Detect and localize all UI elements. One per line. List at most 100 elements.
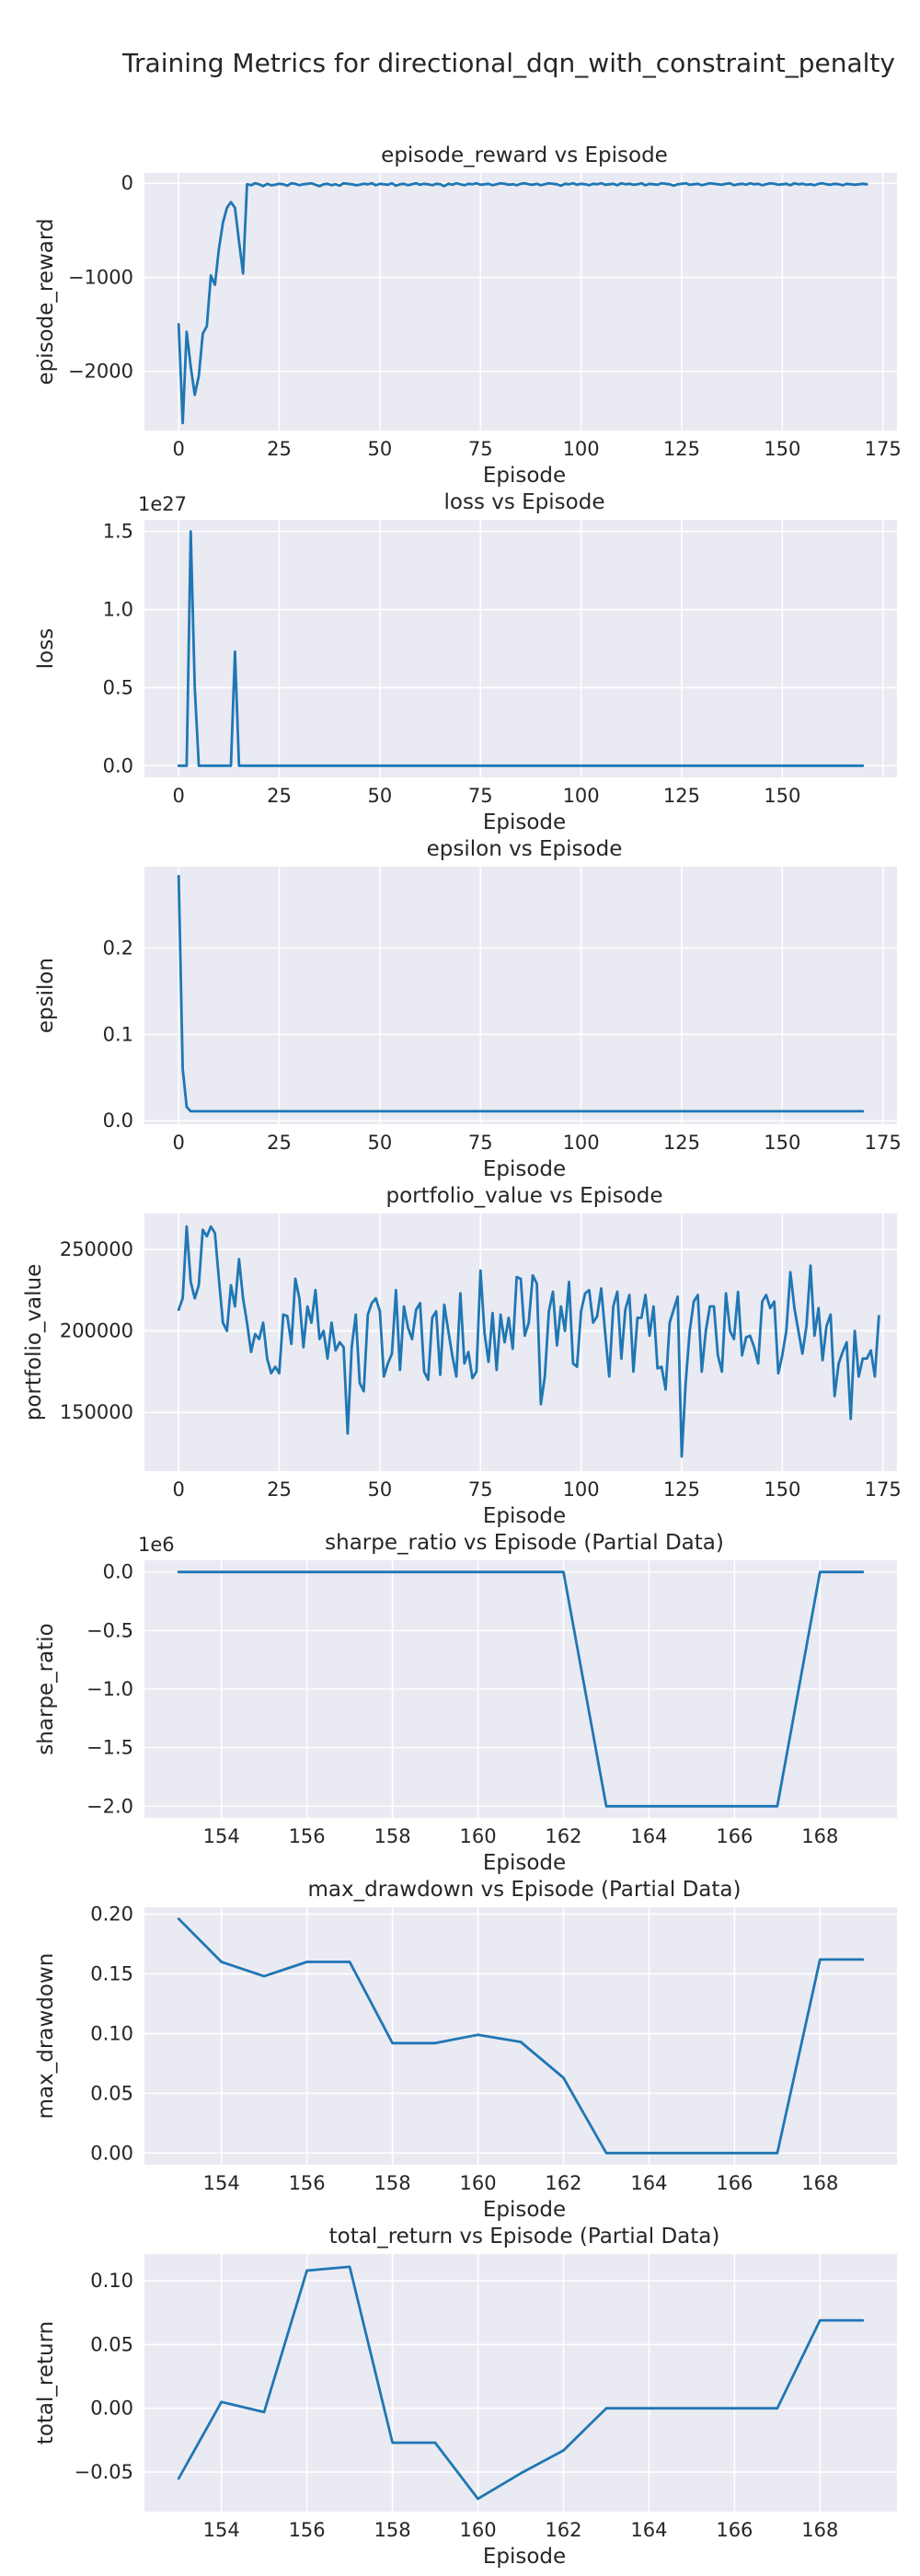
x-axis-label: Episode (483, 464, 566, 488)
x-tick-label-75: 75 (468, 1132, 493, 1154)
y-axis-label: loss (34, 628, 58, 669)
y-tick-label-0-0: 0.0 (103, 1110, 133, 1132)
x-tick-label-0: 0 (172, 1132, 184, 1154)
x-tick-label-125: 125 (663, 1132, 700, 1154)
plot-area (144, 1213, 897, 1471)
x-tick-label-164: 164 (630, 2519, 667, 2541)
plot-area (144, 520, 897, 777)
y-tick-label-200000: 200000 (60, 1320, 133, 1342)
x-tick-label-154: 154 (203, 2172, 240, 2194)
y-tick-label-2000: −2000 (68, 361, 133, 383)
x-tick-label-50: 50 (368, 438, 393, 460)
chart-title: sharpe_ratio vs Episode (Partial Data) (325, 1531, 724, 1555)
y-tick-label-1000: −1000 (68, 266, 133, 288)
x-tick-label-175: 175 (865, 1478, 902, 1501)
chart-panel-2: 0 25 50 75 100 125 150 0.0 0.5 1.0 1.5 loss vs Epis… (34, 490, 897, 834)
x-tick-label-150: 150 (764, 1478, 800, 1501)
chart-title: portfolio_value vs Episode (385, 1184, 662, 1208)
series-line (177, 181, 868, 425)
x-tick-label-100: 100 (563, 785, 600, 807)
x-tick-label-166: 166 (716, 2519, 753, 2541)
y-axis-offset-label: 1e6 (138, 1534, 175, 1556)
x-tick-label-158: 158 (374, 2519, 411, 2541)
series-line (177, 1570, 865, 1808)
x-tick-label-164: 164 (630, 2172, 667, 2194)
x-tick-label-156: 156 (289, 2519, 326, 2541)
y-tick-label-0-10: 0.10 (90, 2022, 133, 2044)
y-tick-label-0-20: 0.20 (90, 1903, 133, 1926)
x-tick-label-166: 166 (716, 1825, 753, 1847)
x-axis-label: Episode (483, 811, 566, 834)
x-tick-label-156: 156 (289, 1825, 326, 1847)
series-line (177, 2265, 865, 2501)
y-axis-label: sharpe_ratio (34, 1623, 58, 1754)
y-axis-label: episode_reward (34, 218, 58, 385)
series-line (177, 1917, 865, 2155)
x-tick-label-154: 154 (203, 1825, 240, 1847)
y-tick-label-0-00: 0.00 (90, 2398, 133, 2420)
x-tick-label-75: 75 (468, 1478, 493, 1501)
x-tick-label-175: 175 (865, 1132, 902, 1154)
chart-title: total_return vs Episode (Partial Data) (329, 2225, 720, 2248)
chart-panel-7: 154 156 158 160 162 164 166 168 −0.05 0.00 0.05 0.1… (34, 2225, 897, 2569)
chart-panel-5: 154 156 158 160 162 164 166 168 0.0 −0.5 −1.0 −1.5 −… (34, 1531, 897, 1875)
x-tick-label-100: 100 (563, 1478, 600, 1501)
y-tick-label-0-5: 0.5 (103, 676, 133, 698)
x-tick-label-100: 100 (563, 1132, 600, 1154)
x-tick-label-168: 168 (801, 2519, 838, 2541)
y-tick-label-0-15: 0.15 (90, 1962, 133, 1984)
x-axis-label: Episode (483, 1851, 566, 1875)
y-tick-label-0-10: 0.10 (90, 2270, 133, 2292)
chart-title: episode_reward vs Episode (381, 144, 668, 167)
y-tick-label-150000: 150000 (60, 1401, 133, 1423)
x-tick-label-162: 162 (545, 2172, 581, 2194)
x-tick-label-164: 164 (630, 1825, 667, 1847)
x-tick-label-50: 50 (368, 1132, 393, 1154)
x-tick-label-162: 162 (545, 1825, 581, 1847)
x-tick-label-158: 158 (374, 2172, 411, 2194)
y-tick-label-0-05: 0.05 (90, 2082, 133, 2104)
x-tick-label-160: 160 (459, 2172, 496, 2194)
y-tick-label-1-5: 1.5 (103, 521, 133, 543)
y-tick-label-0-05: −0.05 (75, 2461, 133, 2483)
chart-title: epsilon vs Episode (427, 837, 623, 861)
x-tick-label-0: 0 (172, 1478, 184, 1501)
x-tick-label-125: 125 (663, 785, 700, 807)
series-line (177, 1225, 880, 1458)
x-tick-label-168: 168 (801, 1825, 838, 1847)
x-tick-label-25: 25 (267, 438, 292, 460)
y-axis-label: total_return (34, 2321, 58, 2444)
x-tick-label-100: 100 (563, 438, 600, 460)
x-tick-label-125: 125 (663, 438, 700, 460)
y-tick-label-2-0: −2.0 (86, 1795, 133, 1817)
y-tick-label-0-05: 0.05 (90, 2333, 133, 2355)
chart-title: loss vs Episode (444, 490, 605, 514)
x-tick-label-150: 150 (764, 785, 800, 807)
chart-panel-1: 0 25 50 75 100 125 150 175 0 −1000 −2000 episode_re… (34, 144, 902, 488)
x-tick-label-0: 0 (172, 438, 184, 460)
x-tick-label-166: 166 (716, 2172, 753, 2194)
x-tick-label-160: 160 (459, 1825, 496, 1847)
x-axis-label: Episode (483, 2545, 566, 2569)
y-tick-label-0-5: −0.5 (86, 1619, 133, 1641)
x-tick-label-75: 75 (468, 438, 493, 460)
x-tick-label-158: 158 (374, 1825, 411, 1847)
x-tick-label-25: 25 (267, 1478, 292, 1501)
y-axis-label: max_drawdown (34, 1953, 58, 2120)
x-axis-label: Episode (483, 1157, 566, 1181)
plot-area (144, 1907, 897, 2165)
y-tick-label-250000: 250000 (60, 1238, 133, 1260)
plot-area (144, 2254, 897, 2512)
x-tick-label-156: 156 (289, 2172, 326, 2194)
chart-panel-6: 154 156 158 160 162 164 166 168 0.00 0.05 0.10 0.15… (34, 1878, 897, 2222)
figure-title: Training Metrics for directional_dqn_wit… (121, 48, 895, 78)
x-axis-label: Episode (483, 1504, 566, 1528)
y-tick-label-1-0: −1.0 (86, 1678, 133, 1700)
x-axis-label: Episode (483, 2198, 566, 2222)
y-tick-label-0-00: 0.00 (90, 2142, 133, 2164)
x-tick-label-160: 160 (459, 2519, 496, 2541)
chart-panel-4: 0 25 50 75 100 125 150 175 150000 200000 250000 por… (22, 1184, 902, 1528)
x-tick-label-125: 125 (663, 1478, 700, 1501)
x-tick-label-75: 75 (468, 785, 493, 807)
